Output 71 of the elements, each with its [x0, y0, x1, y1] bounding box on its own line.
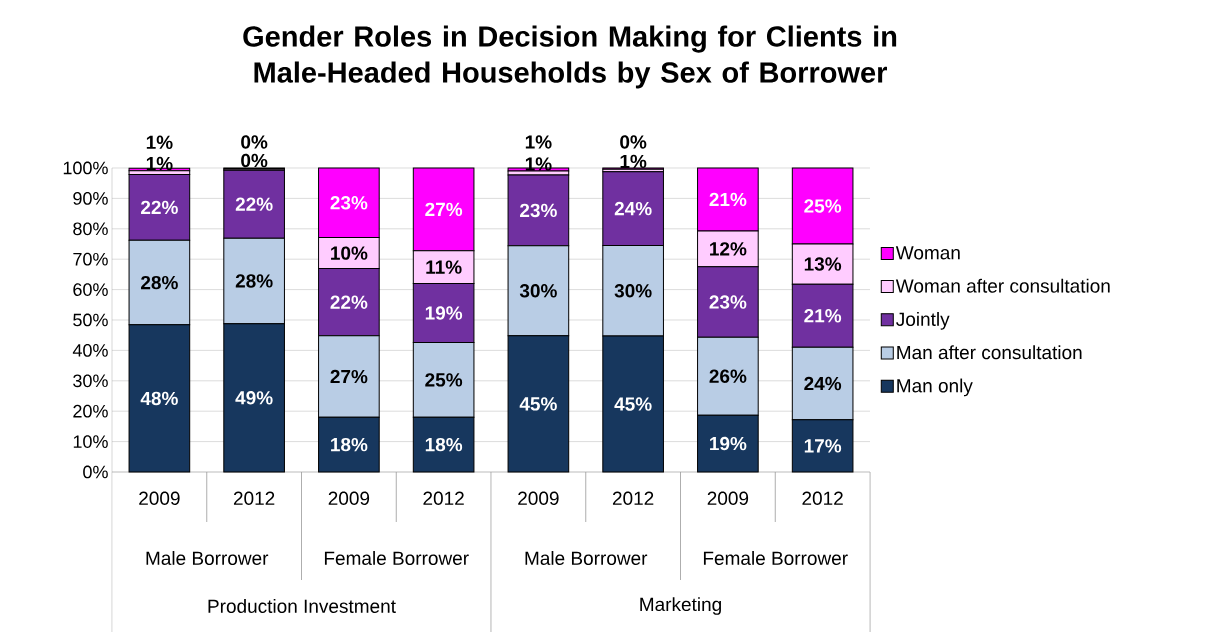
data-label: 1% [525, 135, 552, 149]
legend-label: Jointly [896, 312, 950, 330]
data-label: 30% [519, 284, 557, 298]
data-label: 22% [141, 200, 178, 215]
x-tick-label: 2009 [518, 491, 559, 505]
data-label: 21% [709, 192, 747, 207]
data-label: 18% [425, 437, 463, 452]
y-tick-label: 60% [73, 283, 108, 296]
data-label: 11% [426, 260, 462, 274]
data-label: 21% [804, 309, 842, 323]
data-label: 48% [140, 391, 178, 406]
data-label: 22% [330, 295, 368, 309]
data-label: 27% [330, 369, 368, 384]
y-tick-label: 90% [73, 192, 108, 205]
data-label: 45% [519, 397, 557, 411]
y-tick-label: 0% [83, 465, 108, 479]
data-label: 49% [235, 391, 273, 405]
data-label: 17% [804, 439, 842, 453]
x-tick-label: 2012 [612, 491, 654, 505]
y-tick-label: 80% [73, 222, 108, 236]
data-label: 27% [425, 202, 463, 217]
data-label: 19% [710, 436, 747, 451]
x-tick-label: 2009 [139, 491, 180, 505]
data-label: 23% [330, 196, 368, 210]
data-label: 30% [614, 284, 652, 298]
data-label: 24% [614, 201, 652, 216]
y-tick-label: 20% [73, 404, 108, 418]
text: Marketing [640, 597, 721, 615]
data-label: 26% [709, 369, 747, 383]
y-tick-label: 70% [73, 252, 108, 266]
data-label: 22% [235, 197, 273, 211]
x-tick-label: 2009 [707, 491, 749, 505]
data-label: 23% [520, 203, 557, 218]
y-tick-label: 100% [63, 161, 108, 175]
data-label: 25% [804, 199, 842, 213]
data-label: 0% [241, 135, 268, 149]
data-label: 18% [331, 437, 368, 452]
data-label: 24% [804, 376, 842, 391]
text: Production Investment [208, 599, 396, 613]
legend-label: Woman after consultation [895, 278, 1110, 293]
data-label: 1% [620, 154, 647, 169]
data-label: 1% [525, 157, 552, 171]
text: Female Borrower [324, 551, 469, 565]
data-label: 1% [146, 135, 173, 149]
y-tick-label: 50% [73, 313, 108, 327]
legend-label: Man only [897, 378, 973, 397]
data-label: 12% [710, 242, 747, 256]
data-label: 13% [804, 257, 842, 271]
data-label: 0% [620, 135, 647, 149]
data-label: 19% [425, 306, 463, 320]
data-label: 1% [146, 156, 173, 171]
data-label: 10% [331, 246, 368, 260]
text: Male Borrower [525, 551, 648, 565]
y-tick-label: 30% [73, 374, 108, 388]
y-tick-label: 40% [72, 344, 108, 357]
data-label: 23% [709, 295, 747, 309]
data-label: 0% [241, 153, 268, 168]
data-label: 25% [425, 373, 463, 387]
data-label: 45% [614, 397, 652, 411]
text: Female Borrower [703, 551, 848, 565]
legend-label: Woman [895, 246, 960, 260]
text: Male Borrower [146, 551, 269, 565]
chart-title: Gender Roles in Decision Making for Clients in Male-Headed Households by Sex of Borrower [243, 25, 897, 89]
data-label: 28% [235, 274, 273, 288]
legend-label: Man after consultation [897, 345, 1082, 360]
x-tick-label: 2012 [423, 491, 464, 505]
x-tick-label: 2009 [328, 491, 370, 505]
y-tick-label: 10% [73, 435, 108, 448]
x-tick-label: 2012 [233, 491, 275, 505]
x-tick-label: 2012 [802, 491, 843, 505]
data-label: 28% [141, 275, 178, 290]
